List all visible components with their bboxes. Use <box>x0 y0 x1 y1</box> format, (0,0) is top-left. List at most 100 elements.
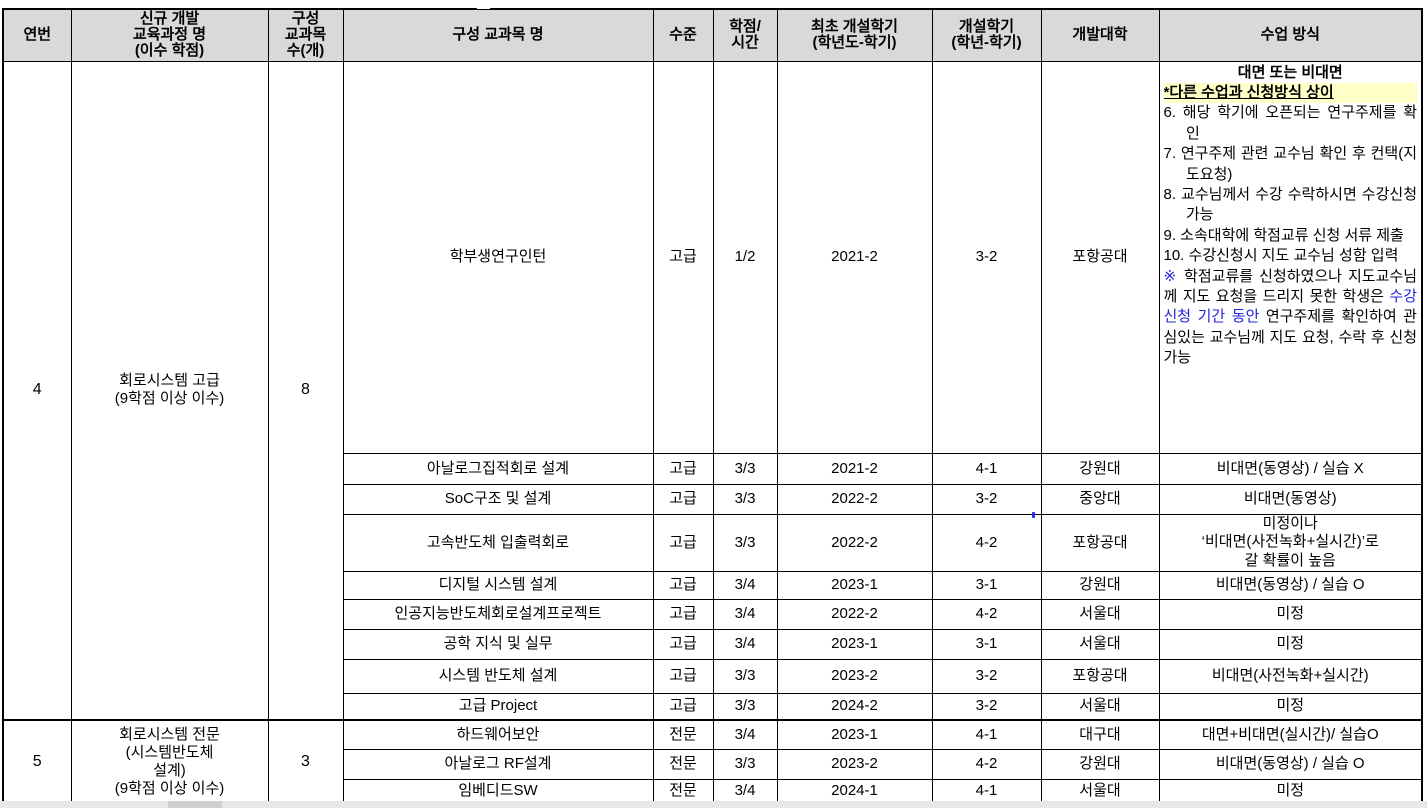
course-open-semester: 3-2 <box>931 483 1042 515</box>
course-open-semester: 3-2 <box>931 692 1042 721</box>
course-level: 고급 <box>652 452 714 485</box>
course-row: 4 회로시스템 고급 (9학점 이상 이수) 8 학부생연구인턴 고급 1/2 … <box>2 60 1423 721</box>
course-univ: 중앙대 <box>1040 483 1160 515</box>
course-method: 미정 <box>1158 628 1423 660</box>
course-first-semester: 2024-2 <box>776 692 933 721</box>
course-level: 고급 <box>652 483 714 515</box>
course-credit: 3/3 <box>712 483 778 515</box>
course-first-semester: 2021-2 <box>776 60 933 454</box>
course-method: 미정 <box>1158 598 1423 630</box>
course-univ: 강원대 <box>1040 452 1160 485</box>
course-credit: 3/3 <box>712 513 778 572</box>
footnote-text: 학점교류를 신청하였으나 지도교수님께 지도 요청을 드리지 못한 학생은 <box>1163 267 1418 305</box>
course-name: 고급 Project <box>342 692 654 721</box>
header-level: 수준 <box>652 8 714 62</box>
course-name: 인공지능반도체회로설계프로젝트 <box>342 598 654 630</box>
header-no: 연번 <box>2 8 72 62</box>
cell-edit-notch <box>477 0 490 9</box>
course-first-semester: 2023-2 <box>776 658 933 694</box>
course-name: 공학 지식 및 실무 <box>342 628 654 660</box>
course-name: SoC구조 및 설계 <box>342 483 654 515</box>
course-row: 아날로그집적회로 설계 고급 3/3 2021-2 4-1 강원대 비대면(동영… <box>3 452 1423 485</box>
header-curriculum-name: 신규 개발 교육과정 명 (이수 학점) <box>70 8 269 62</box>
course-open-semester: 4-1 <box>931 778 1042 804</box>
course-univ: 포항공대 <box>1040 658 1160 694</box>
note-content: 대면 또는 비대면 *다른 수업과 신청방식 상이 6. 해당 학기에 오픈되는… <box>1163 63 1418 451</box>
course-level: 전문 <box>652 778 714 804</box>
course-credit: 3/3 <box>712 658 778 694</box>
course-row: SoC구조 및 설계 고급 3/3 2022-2 3-2 중앙대 비대면(동영상… <box>3 483 1423 515</box>
header-first-semester: 최초 개설학기 (학년도-학기) <box>776 8 933 62</box>
course-name: 임베디드SW <box>342 778 654 804</box>
horizontal-scrollbar[interactable] <box>0 801 1427 808</box>
note-title: 대면 또는 비대면 <box>1237 63 1343 81</box>
course-row: 인공지능반도체회로설계프로젝트 고급 3/4 2022-2 4-2 서울대 미정 <box>3 598 1423 630</box>
header-course-name: 구성 교과목 명 <box>342 8 654 62</box>
course-first-semester: 2022-2 <box>776 513 933 572</box>
course-open-semester: 4-2 <box>931 598 1042 630</box>
course-credit: 3/3 <box>712 452 778 485</box>
course-method: 미정이나 ‘비대면(사전녹화+실시간)’로 갈 확률이 높음 <box>1158 513 1423 572</box>
course-method: 비대면(동영상) / 실습 X <box>1158 452 1423 485</box>
note-step: 9. 소속대학에 학점교류 신청 서류 제출 <box>1163 226 1404 244</box>
course-open-semester: 4-1 <box>931 719 1042 750</box>
group-course-count: 8 <box>267 60 344 721</box>
header-credit-hours: 학점/ 시간 <box>712 8 778 62</box>
course-name: 하드웨어보안 <box>342 719 654 750</box>
note-highlight: *다른 수업과 신청방식 상이 <box>1163 82 1417 104</box>
course-credit: 3/3 <box>712 692 778 721</box>
course-first-semester: 2023-2 <box>776 748 933 780</box>
course-first-semester: 2023-1 <box>776 628 933 660</box>
group-no: 4 <box>2 60 72 721</box>
course-first-semester: 2023-1 <box>776 719 933 750</box>
course-name: 고속반도체 입출력회로 <box>342 513 654 572</box>
course-credit: 3/4 <box>712 628 778 660</box>
course-first-semester: 2022-2 <box>776 483 933 515</box>
course-level: 고급 <box>652 513 714 572</box>
course-level: 고급 <box>652 60 714 454</box>
header-developing-univ: 개발대학 <box>1040 8 1160 62</box>
course-univ: 서울대 <box>1040 598 1160 630</box>
course-table: 연번 신규 개발 교육과정 명 (이수 학점) 구성 교과목 수(개) 구성 교… <box>2 8 1423 804</box>
group-curriculum-name: 회로시스템 고급 (9학점 이상 이수) <box>70 60 269 721</box>
course-method: 미정 <box>1158 692 1423 721</box>
course-univ: 대구대 <box>1040 719 1160 750</box>
course-level: 고급 <box>652 692 714 721</box>
course-first-semester: 2024-1 <box>776 778 933 804</box>
course-univ: 포항공대 <box>1040 513 1160 572</box>
class-method-note: 대면 또는 비대면 *다른 수업과 신청방식 상이 6. 해당 학기에 오픈되는… <box>1158 60 1423 454</box>
header-row: 연번 신규 개발 교육과정 명 (이수 학점) 구성 교과목 수(개) 구성 교… <box>2 8 1423 62</box>
course-credit: 3/4 <box>712 570 778 600</box>
course-univ: 강원대 <box>1040 570 1160 600</box>
footnote-text: 연구주제를 확인하여 관심있는 교수님께 지도 요청, 수락 후 신청 가능 <box>1163 308 1418 367</box>
course-level: 고급 <box>652 570 714 600</box>
course-first-semester: 2022-2 <box>776 598 933 630</box>
course-credit: 3/4 <box>712 778 778 804</box>
stray-blue-mark <box>1032 512 1035 518</box>
course-name: 아날로그집적회로 설계 <box>342 452 654 485</box>
header-class-method: 수업 방식 <box>1158 8 1423 62</box>
course-credit: 3/4 <box>712 598 778 630</box>
course-level: 고급 <box>652 658 714 694</box>
course-credit: 3/3 <box>712 748 778 780</box>
reference-mark: ※ <box>1163 267 1178 285</box>
header-course-count: 구성 교과목 수(개) <box>267 8 344 62</box>
scrollbar-thumb[interactable] <box>168 801 222 808</box>
course-open-semester: 4-1 <box>931 452 1042 485</box>
course-level: 고급 <box>652 628 714 660</box>
course-name: 디지털 시스템 설계 <box>342 570 654 600</box>
course-univ: 서울대 <box>1040 692 1160 721</box>
course-open-semester: 3-1 <box>931 628 1042 660</box>
course-method: 비대면(동영상) / 실습 O <box>1158 748 1423 780</box>
course-method: 미정 <box>1158 778 1423 804</box>
course-level: 고급 <box>652 598 714 630</box>
course-method: 대면+비대면(실시간)/ 실습O <box>1158 719 1423 750</box>
note-step: 8. 교수님께서 수강 수락하시면 수강신청 가능 <box>1163 185 1418 224</box>
note-footnote: ※ 학점교류를 신청하였으나 지도교수님께 지도 요청을 드리지 못한 학생은 … <box>1164 267 1418 369</box>
course-univ: 서울대 <box>1040 778 1160 804</box>
course-row: 5 회로시스템 전문 (시스템반도체 설계) (9학점 이상 이수) 3 하드웨… <box>2 719 1423 804</box>
note-step: 7. 연구주제 관련 교수님 확인 후 컨택(지도요청) <box>1163 145 1418 183</box>
group-curriculum-name: 회로시스템 전문 (시스템반도체 설계) (9학점 이상 이수) <box>70 719 269 804</box>
group-no: 5 <box>2 719 72 804</box>
course-method: 비대면(동영상) <box>1158 483 1423 515</box>
